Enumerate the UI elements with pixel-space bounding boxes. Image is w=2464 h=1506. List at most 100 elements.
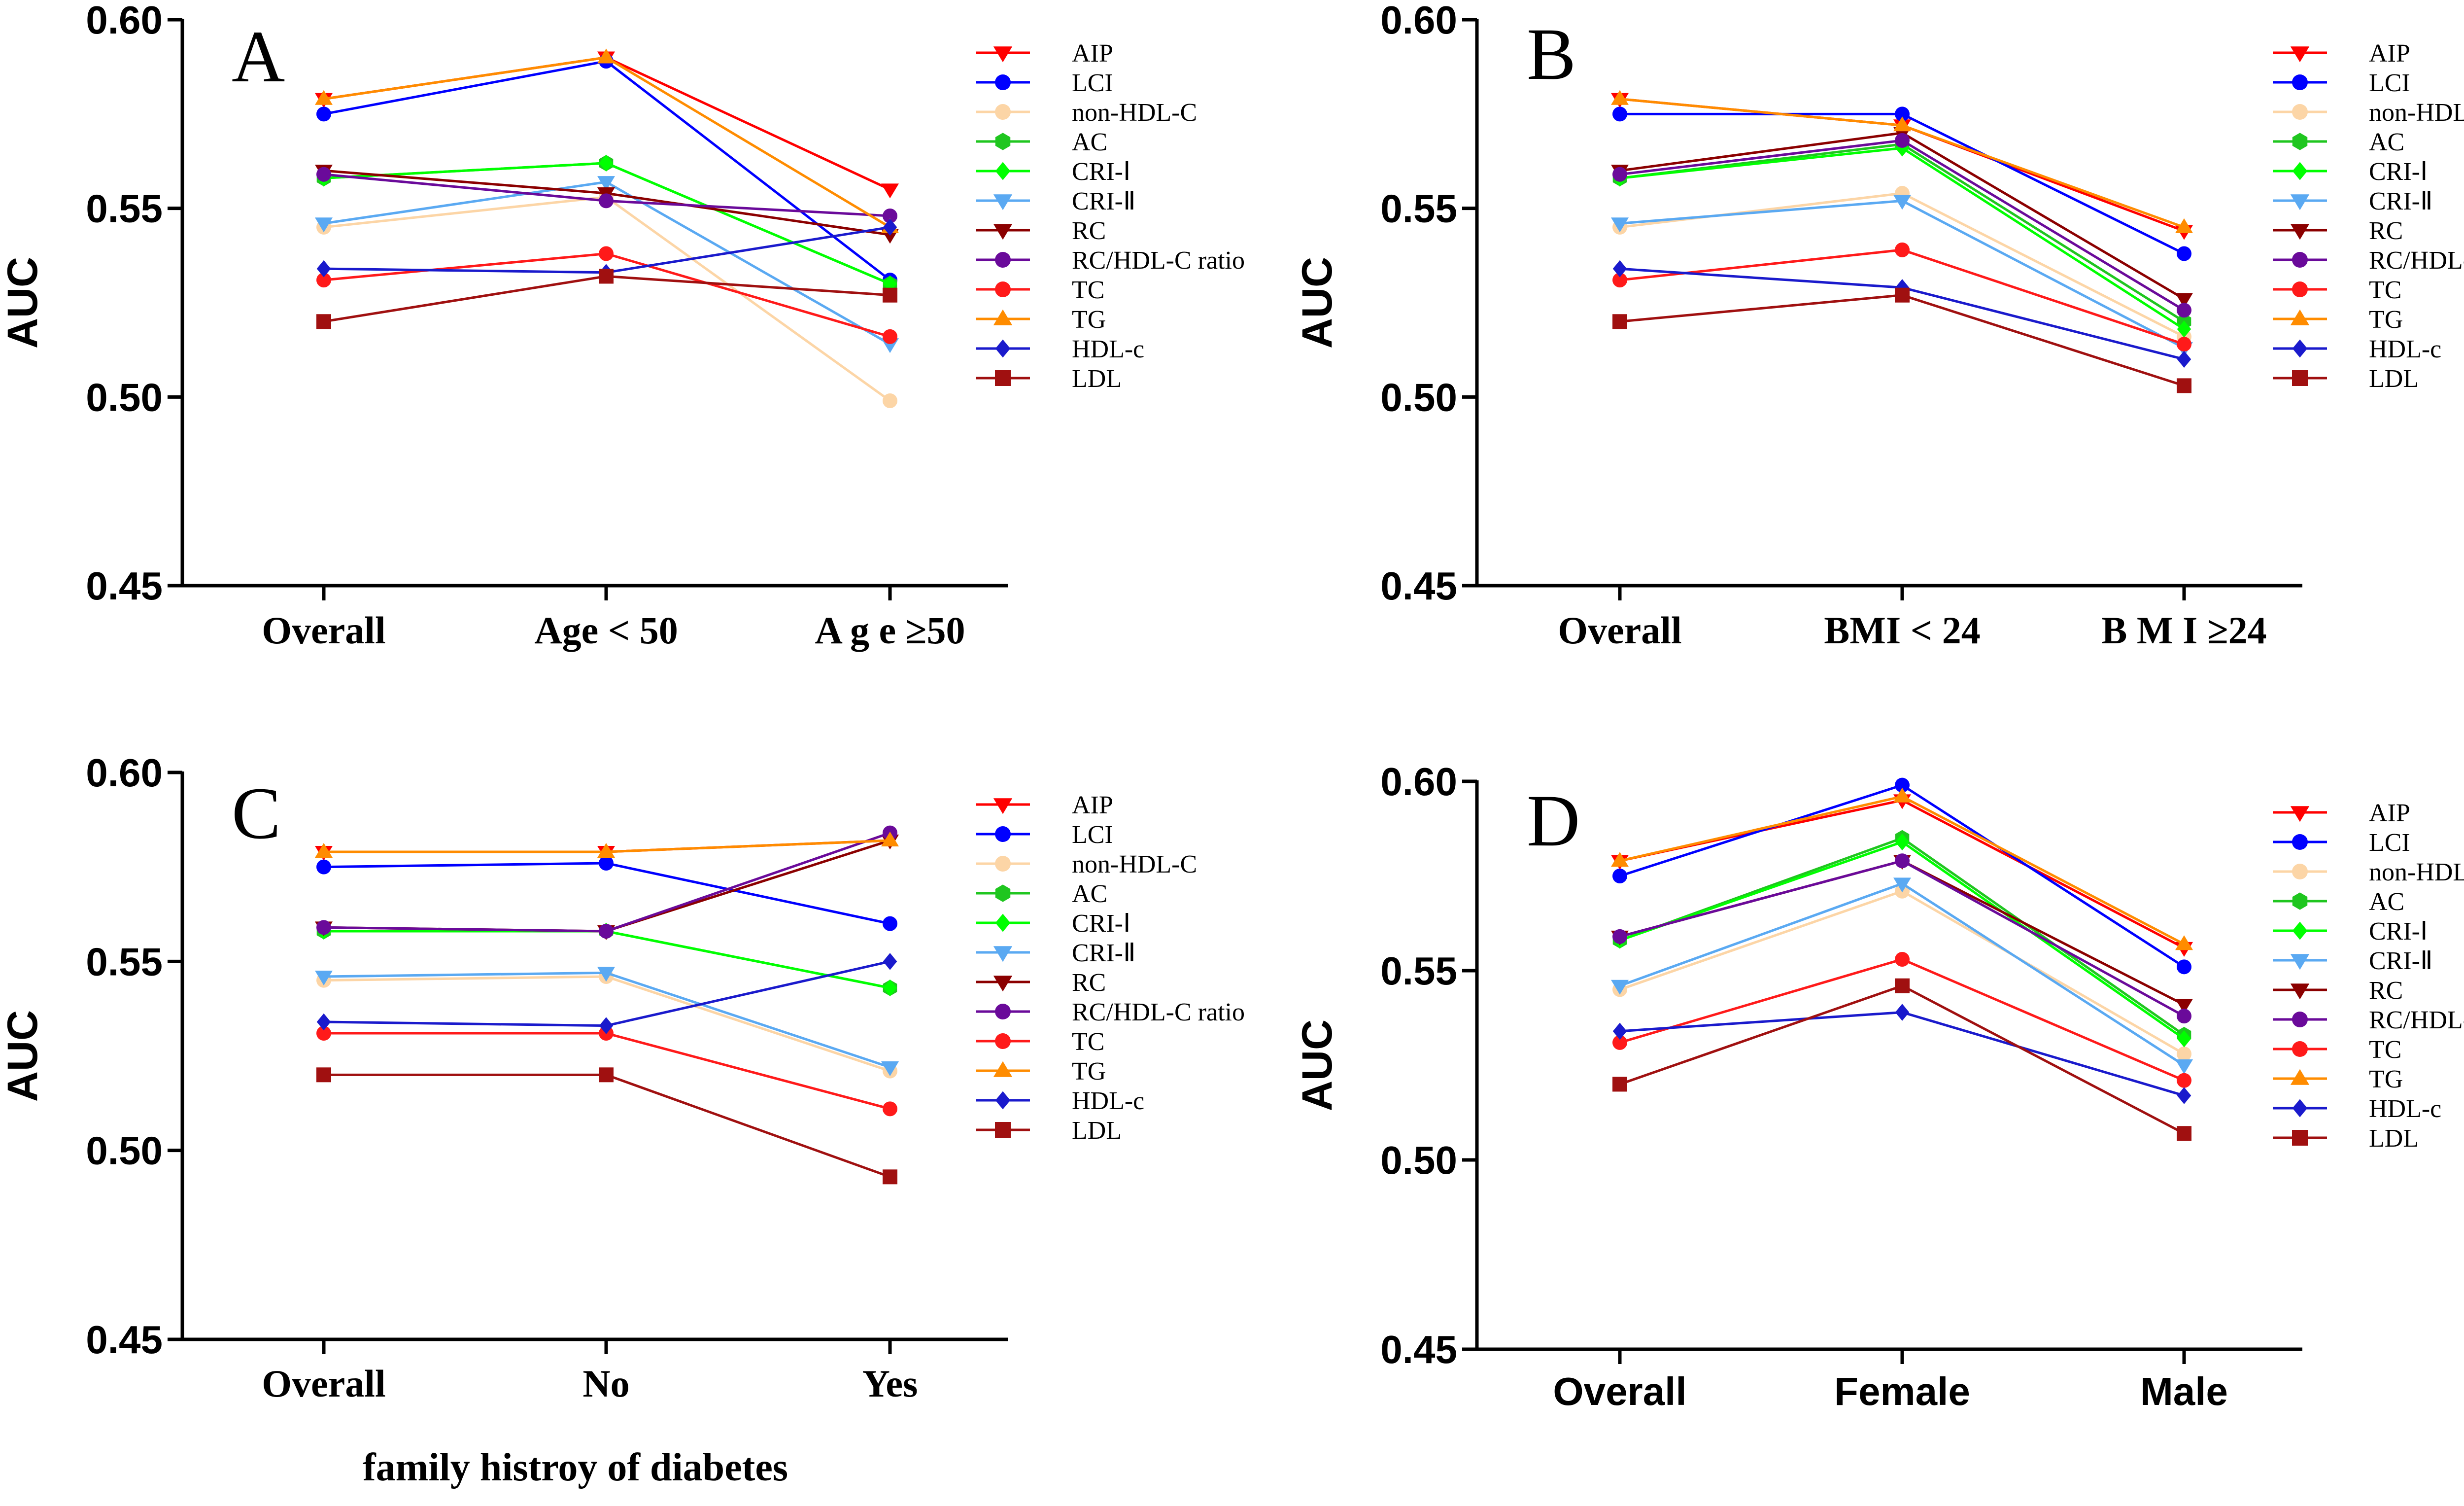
- legend-marker: [2290, 309, 2310, 325]
- data-point: [316, 260, 331, 278]
- data-point: [1612, 167, 1627, 182]
- legend-marker: [995, 74, 1011, 90]
- legend-marker: [2292, 133, 2308, 150]
- series-ldl: [1612, 287, 2191, 393]
- legend-marker: [2292, 1130, 2308, 1146]
- legend-label: AC: [2369, 888, 2404, 916]
- legend-label: TG: [1072, 306, 1106, 334]
- legend-label: RC/HDL-C ratio: [1072, 998, 1245, 1026]
- data-point: [597, 967, 615, 982]
- legend-marker: [995, 133, 1011, 150]
- legend-label: RC: [1072, 217, 1106, 245]
- data-point: [883, 916, 897, 931]
- series-cri-: [1611, 195, 2193, 357]
- data-point: [1895, 978, 1910, 993]
- series-rc-hdl-c-ratio: [316, 825, 897, 939]
- legend-marker: [995, 884, 1011, 902]
- legend-marker: [2292, 162, 2308, 180]
- legend-label: RC/HDL-C ratio: [1072, 246, 1245, 275]
- legend-label: non-HDL-C: [1072, 99, 1197, 127]
- panel-letter: C: [232, 772, 281, 854]
- y-tick-label: 0.55: [86, 940, 163, 983]
- data-point: [2177, 1087, 2191, 1104]
- legend-marker: [993, 1061, 1013, 1077]
- legend-marker: [2292, 1099, 2308, 1118]
- y-axis-label: AUC: [0, 257, 46, 349]
- series-lci: [1612, 777, 2191, 975]
- data-point: [883, 979, 897, 997]
- series-line: [1619, 889, 2185, 1055]
- legend-label: LDL: [1072, 1117, 1122, 1145]
- legend-marker: [995, 826, 1011, 842]
- legend-label: RC/HDL-C ratio: [2369, 1006, 2464, 1034]
- series-tc: [1612, 951, 2191, 1088]
- series-lci: [316, 856, 897, 931]
- x-tick-label: No: [582, 1362, 629, 1405]
- legend-label: CRI-Ⅰ: [1072, 158, 1130, 186]
- legend-marker: [2292, 892, 2308, 910]
- legend-marker: [993, 224, 1013, 240]
- legend-marker: [993, 46, 1013, 63]
- data-point: [2175, 999, 2193, 1014]
- y-axis-label: AUC: [0, 1010, 46, 1102]
- series-non-hdl-c: [1612, 186, 2191, 344]
- legend-marker: [2292, 281, 2308, 297]
- legend-label: non-HDL-C: [2369, 858, 2464, 886]
- data-point: [883, 329, 897, 344]
- legend-label: TC: [2369, 276, 2401, 304]
- data-point: [883, 287, 897, 303]
- y-tick-label: 0.50: [1380, 1138, 1457, 1182]
- y-tick-label: 0.60: [86, 751, 163, 795]
- legend-marker: [2290, 194, 2310, 210]
- data-point: [316, 273, 331, 288]
- legend-label: AIP: [1072, 39, 1113, 68]
- data-point: [599, 856, 614, 871]
- y-tick-label: 0.45: [1380, 1328, 1457, 1371]
- y-tick-label: 0.50: [1380, 375, 1457, 419]
- data-point: [1895, 853, 1910, 869]
- legend-label: LDL: [2369, 1124, 2419, 1153]
- legend-label: CRI-Ⅱ: [2369, 187, 2433, 215]
- series-ldl: [316, 1067, 897, 1185]
- legend-label: LCI: [2369, 69, 2410, 97]
- data-point: [1895, 242, 1910, 257]
- x-tick-label: Overall: [262, 609, 385, 652]
- data-point: [2177, 378, 2191, 393]
- legend-marker: [2292, 74, 2308, 90]
- x-tick-label: Male: [2140, 1369, 2228, 1413]
- legend-marker: [2292, 1041, 2308, 1057]
- legend-marker: [995, 252, 1011, 268]
- series-tc: [316, 246, 897, 344]
- legend-marker: [995, 913, 1011, 932]
- data-point: [883, 1169, 897, 1185]
- legend-label: LDL: [2369, 365, 2419, 393]
- data-point: [1612, 260, 1627, 278]
- data-point: [2175, 218, 2193, 233]
- data-point: [1895, 106, 1910, 122]
- y-tick-label: 0.45: [1380, 564, 1457, 608]
- legend-marker: [2292, 104, 2308, 120]
- data-point: [883, 218, 897, 236]
- data-point: [316, 167, 331, 182]
- x-tick-label: Overall: [1558, 609, 1681, 652]
- data-point: [599, 193, 614, 209]
- legend-label: TC: [1072, 1028, 1104, 1056]
- panel-B: 0.45 0.50 0.55 0.60 AUC Overall BMI < 24 B M I …: [1294, 0, 2464, 652]
- data-point: [2175, 935, 2193, 950]
- legend-label: HDL-c: [1072, 1087, 1144, 1115]
- x-tick-label: Age < 50: [534, 609, 678, 652]
- x-tick-label: BMI < 24: [1824, 609, 1980, 652]
- data-point: [1895, 133, 1910, 148]
- legend-marker: [995, 339, 1011, 358]
- legend-marker: [993, 194, 1013, 210]
- legend-label: RC: [1072, 969, 1106, 997]
- data-point: [597, 48, 615, 64]
- legend-label: AC: [1072, 880, 1107, 908]
- data-point: [2177, 246, 2191, 261]
- legend-label: LCI: [1072, 821, 1113, 849]
- legend-marker: [2290, 806, 2310, 822]
- data-point: [316, 106, 331, 122]
- series-tg: [1611, 787, 2193, 950]
